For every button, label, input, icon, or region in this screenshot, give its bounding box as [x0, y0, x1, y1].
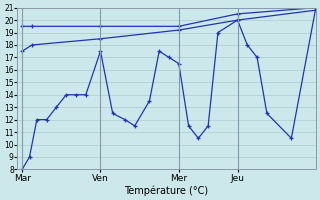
- X-axis label: Température (°C): Température (°C): [124, 185, 209, 196]
